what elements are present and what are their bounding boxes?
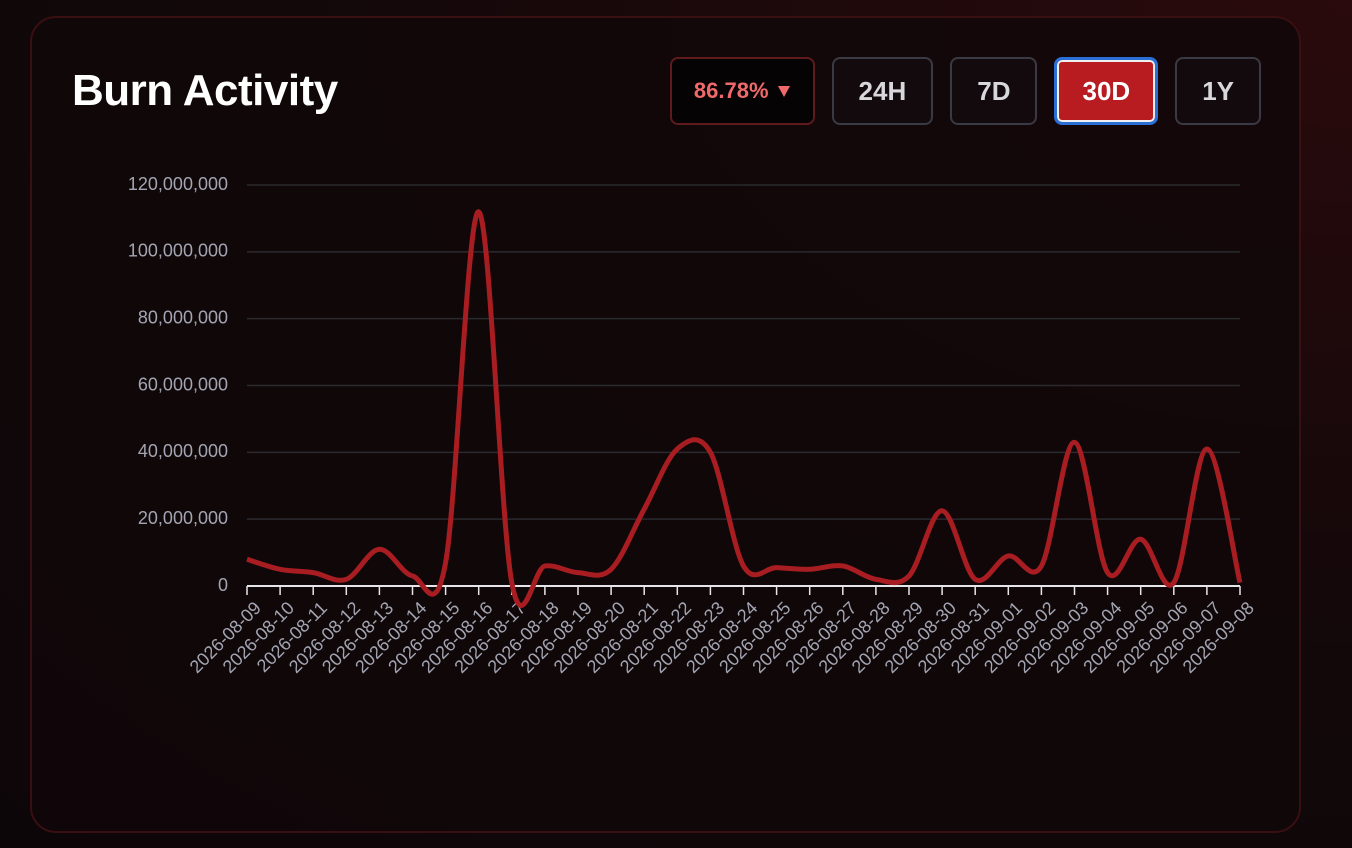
y-tick-label: 20,000,000: [138, 508, 228, 528]
range-button[interactable]: 7D: [950, 57, 1038, 125]
controls: 86.78% 24H 7D 30D 1Y: [669, 57, 1261, 125]
range-button[interactable]: 24H: [831, 57, 934, 125]
y-tick-label: 80,000,000: [138, 307, 228, 327]
range-button[interactable]: 1Y: [1175, 57, 1261, 125]
down-arrow: [777, 86, 790, 97]
data-line: [246, 209, 1243, 608]
y-tick-label: 40,000,000: [138, 441, 228, 461]
y-tick-label: 120,000,000: [128, 174, 228, 194]
change-value: 86.78%: [693, 78, 769, 103]
card-title: Burn Activity: [72, 66, 338, 115]
y-tick-label: 60,000,000: [138, 374, 228, 394]
y-tick-label: 0: [218, 575, 228, 595]
range-button[interactable]: 30D: [1054, 57, 1159, 125]
y-tick-label: 100,000,000: [128, 241, 228, 261]
card: [30, 16, 1301, 833]
change-badge: 86.78%: [669, 57, 815, 125]
